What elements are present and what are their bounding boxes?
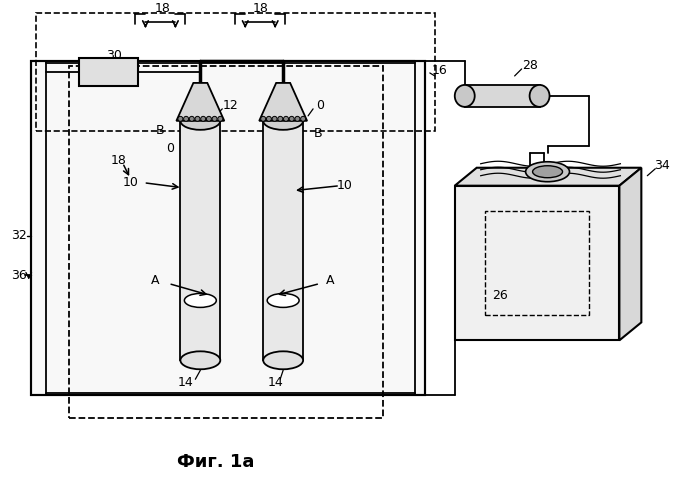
Ellipse shape [206, 116, 211, 122]
Ellipse shape [178, 116, 183, 122]
Ellipse shape [184, 294, 216, 307]
Text: 10: 10 [122, 176, 139, 189]
Ellipse shape [530, 85, 550, 107]
Text: 28: 28 [522, 59, 538, 73]
Ellipse shape [267, 294, 299, 307]
Text: 14: 14 [267, 376, 283, 389]
Ellipse shape [455, 85, 475, 107]
Ellipse shape [218, 116, 223, 122]
Bar [181, 121, 220, 360]
Ellipse shape [189, 116, 195, 122]
Bar [263, 121, 303, 360]
Ellipse shape [295, 116, 300, 122]
Text: 12: 12 [223, 99, 238, 112]
Bar [69, 66, 383, 418]
Text: A: A [151, 274, 160, 287]
Text: A: A [326, 274, 335, 287]
Text: 0: 0 [316, 99, 324, 112]
Text: 0: 0 [167, 142, 174, 155]
Text: Фиг. 1а: Фиг. 1а [176, 453, 254, 471]
Text: B: B [156, 124, 164, 137]
Bar [465, 85, 540, 107]
Bar [484, 211, 589, 316]
Ellipse shape [195, 116, 200, 122]
Text: B: B [314, 127, 323, 140]
Ellipse shape [526, 162, 570, 182]
Text: 16: 16 [432, 65, 448, 77]
Ellipse shape [201, 116, 206, 122]
Polygon shape [259, 83, 307, 121]
Bar [78, 58, 139, 86]
Ellipse shape [278, 116, 283, 122]
Polygon shape [176, 83, 224, 121]
Text: 18: 18 [111, 154, 127, 167]
Ellipse shape [533, 166, 563, 178]
Text: 34: 34 [654, 159, 670, 172]
Ellipse shape [289, 116, 294, 122]
Text: 10: 10 [337, 179, 353, 192]
Text: 32: 32 [11, 229, 27, 242]
Text: 18: 18 [252, 1, 268, 15]
Text: 30: 30 [106, 49, 122, 63]
Ellipse shape [263, 351, 303, 369]
Ellipse shape [263, 112, 303, 130]
Text: 26: 26 [492, 289, 508, 302]
Ellipse shape [181, 112, 220, 130]
Ellipse shape [181, 351, 220, 369]
Bar [31, 61, 425, 395]
Ellipse shape [300, 116, 306, 122]
Bar [31, 61, 425, 395]
Polygon shape [620, 168, 641, 341]
Text: 36: 36 [11, 269, 27, 282]
Ellipse shape [284, 116, 288, 122]
Polygon shape [455, 168, 641, 186]
Ellipse shape [183, 116, 188, 122]
Ellipse shape [267, 116, 272, 122]
Ellipse shape [260, 116, 266, 122]
Bar [455, 186, 620, 341]
Ellipse shape [272, 116, 277, 122]
Ellipse shape [212, 116, 217, 122]
Bar [36, 13, 435, 131]
Text: 18: 18 [155, 1, 170, 15]
Text: 14: 14 [178, 376, 193, 389]
